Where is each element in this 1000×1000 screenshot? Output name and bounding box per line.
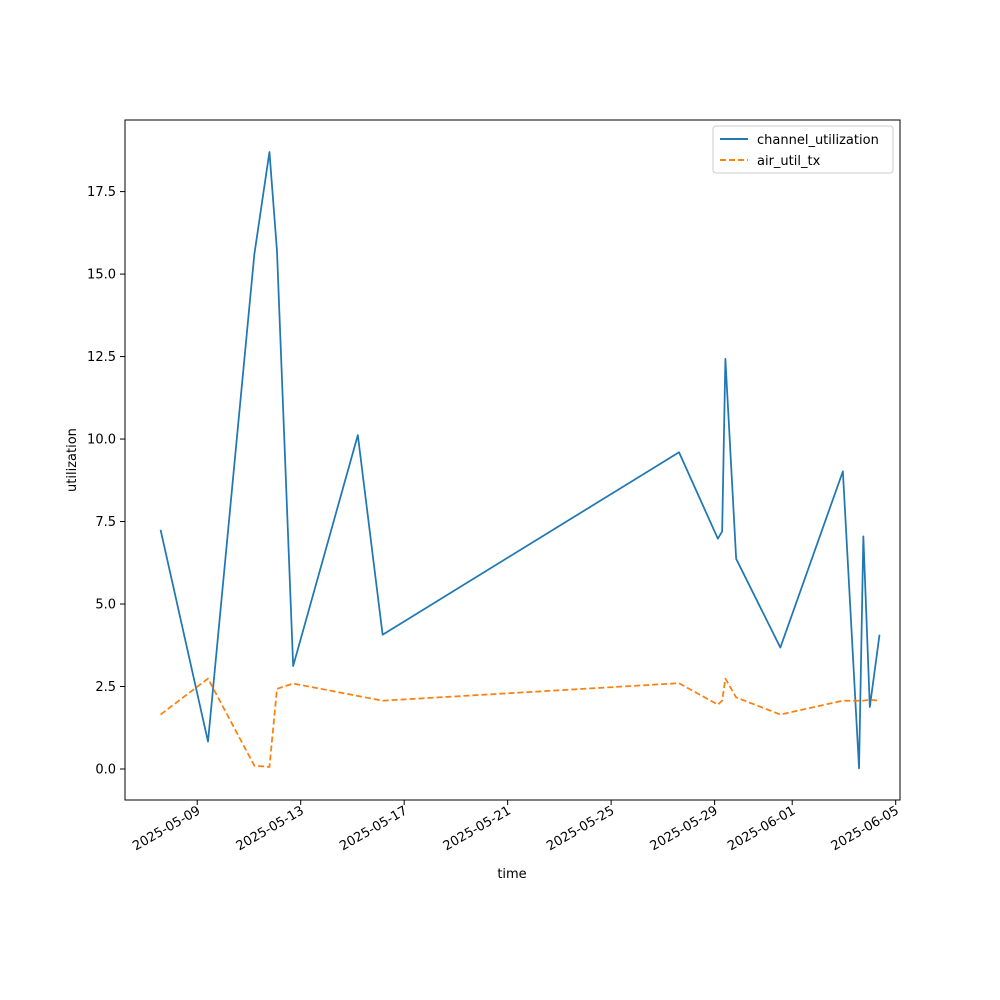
y-tick-label: 2.5: [95, 680, 116, 695]
y-tick-label: 17.5: [87, 185, 116, 200]
y-tick-label: 15.0: [87, 268, 116, 283]
legend-label-air-util-tx: air_util_tx: [757, 154, 821, 169]
y-tick-label: 7.5: [95, 515, 116, 530]
plot-frame: [124, 119, 901, 801]
y-tick-label: 5.0: [95, 598, 116, 613]
y-tick-label: 10.0: [87, 433, 116, 448]
y-tick-label: 0.0: [95, 762, 116, 777]
legend-label-channel-utilization: channel_utilization: [757, 133, 879, 148]
series-line-channel-utilization: [159, 151, 881, 770]
y-axis: 0.0 2.5 5.0 7.5 10.0 12.5 15.0 17.5: [87, 185, 125, 777]
legend: channel_utilization air_util_tx: [712, 125, 894, 174]
y-axis-label: utilization: [65, 428, 80, 492]
legend-box: [712, 125, 894, 174]
series-layer: [159, 151, 881, 770]
series-line-air-util-tx: [160, 677, 880, 768]
x-axis-label: time: [497, 867, 526, 882]
y-tick-label: 12.5: [87, 350, 116, 365]
